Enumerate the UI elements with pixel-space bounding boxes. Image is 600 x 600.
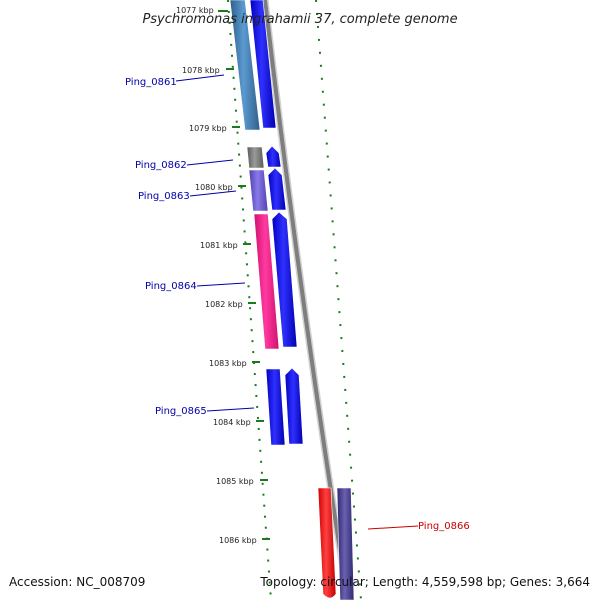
gene-ping-0865-cog[interactable]: [265, 368, 286, 446]
kbp-label: 1086 kbp: [219, 536, 257, 545]
kbp-label: 1080 kbp: [195, 183, 233, 192]
scale-1079: 1079 kbp: [189, 124, 240, 133]
map-title: Psychromonas ingrahamii 37, complete gen…: [142, 12, 457, 27]
outer-tick-ring: [315, 0, 362, 600]
scale-1086: 1086 kbp: [219, 536, 270, 545]
label-ping-0865[interactable]: Ping_0865: [155, 406, 255, 417]
scale-1084: 1084 kbp: [213, 418, 264, 427]
inner-tick-ring: [227, 0, 272, 600]
genome-backbone-core: [263, 0, 350, 600]
gene-ping-0866-cds[interactable]: [317, 487, 337, 599]
kbp-label: 1079 kbp: [189, 124, 227, 133]
kbp-label: 1083 kbp: [209, 359, 247, 368]
gene-ping-0866-cog[interactable]: [336, 487, 355, 600]
scale-1081: 1081 kbp: [200, 241, 251, 250]
gene-label: Ping_0863: [138, 191, 190, 202]
gene-ping-0861-cog[interactable]: [229, 0, 261, 131]
scale-1080: 1080 kbp: [195, 183, 246, 192]
gene-ping-0865-cds[interactable]: [284, 367, 304, 445]
scale-1082: 1082 kbp: [205, 300, 256, 309]
gene-ping-0861-cds[interactable]: [249, 0, 277, 129]
gene-ping-0862-cds[interactable]: [265, 145, 282, 168]
gene-label: Ping_0866: [418, 521, 470, 532]
accession-text: Accession: NC_008709: [9, 575, 145, 589]
gene-label: Ping_0862: [135, 160, 187, 171]
gene-ping-0863-cds[interactable]: [267, 167, 287, 211]
gene-ping-0864-cog[interactable]: [253, 213, 280, 350]
gene-ping-0863-cog[interactable]: [248, 169, 269, 212]
kbp-label: 1085 kbp: [216, 477, 254, 486]
kbp-label: 1078 kbp: [182, 66, 220, 75]
scale-1083: 1083 kbp: [209, 359, 260, 368]
label-ping-0866[interactable]: Ping_0866: [367, 521, 470, 532]
kbp-label: 1084 kbp: [213, 418, 251, 427]
gene-label: Ping_0864: [145, 281, 197, 292]
kbp-label: 1077 kbp: [176, 6, 214, 15]
scale-1077: 1077 kbp: [176, 6, 228, 15]
kbp-label: 1082 kbp: [205, 300, 243, 309]
gene-label: Ping_0865: [155, 406, 207, 417]
kbp-label: 1081 kbp: [200, 241, 238, 250]
label-ping-0863[interactable]: Ping_0863: [138, 190, 237, 202]
gene-label: Ping_0861: [125, 77, 177, 88]
gene-ping-0864-cds[interactable]: [271, 211, 298, 348]
label-ping-0864[interactable]: Ping_0864: [145, 281, 246, 292]
label-ping-0861[interactable]: Ping_0861: [125, 74, 225, 88]
scale-1078: 1078 kbp: [182, 66, 234, 75]
scale-1085: 1085 kbp: [216, 477, 268, 486]
label-ping-0862[interactable]: Ping_0862: [135, 159, 234, 171]
topology-text: Topology: circular; Length: 4,559,598 bp…: [259, 575, 590, 589]
gene-ping-0862-cog[interactable]: [246, 146, 265, 169]
